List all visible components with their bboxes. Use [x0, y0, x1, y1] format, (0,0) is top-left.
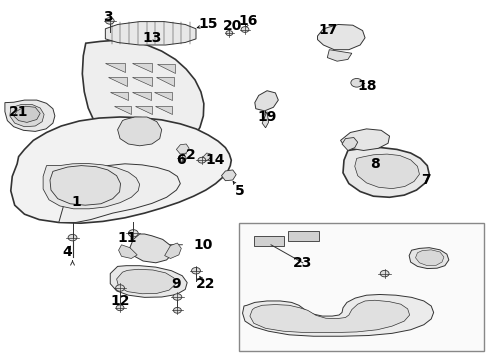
Circle shape	[178, 156, 186, 161]
PathPatch shape	[82, 40, 204, 158]
Text: 19: 19	[258, 111, 277, 124]
PathPatch shape	[154, 92, 172, 100]
PathPatch shape	[110, 92, 128, 100]
Circle shape	[351, 78, 363, 87]
PathPatch shape	[43, 163, 140, 209]
Circle shape	[68, 234, 77, 241]
PathPatch shape	[135, 106, 152, 114]
PathPatch shape	[157, 64, 175, 73]
PathPatch shape	[117, 269, 175, 294]
PathPatch shape	[343, 148, 429, 197]
PathPatch shape	[327, 50, 352, 61]
Circle shape	[116, 305, 124, 311]
PathPatch shape	[105, 63, 125, 72]
PathPatch shape	[165, 243, 181, 258]
Text: 7: 7	[421, 173, 431, 187]
Circle shape	[241, 27, 249, 32]
Circle shape	[128, 230, 138, 237]
PathPatch shape	[250, 300, 410, 333]
Text: 15: 15	[198, 18, 218, 31]
Circle shape	[173, 294, 182, 300]
PathPatch shape	[105, 22, 196, 45]
Text: 17: 17	[318, 23, 338, 36]
PathPatch shape	[132, 77, 152, 86]
PathPatch shape	[132, 63, 152, 72]
PathPatch shape	[262, 112, 269, 128]
Text: 21: 21	[9, 105, 28, 118]
Circle shape	[116, 285, 124, 291]
Text: 18: 18	[358, 79, 377, 93]
Polygon shape	[14, 106, 40, 122]
Circle shape	[173, 307, 181, 313]
PathPatch shape	[155, 106, 172, 114]
Text: 11: 11	[118, 231, 137, 244]
Text: 13: 13	[142, 31, 162, 45]
PathPatch shape	[114, 106, 131, 114]
PathPatch shape	[130, 234, 172, 263]
PathPatch shape	[176, 144, 189, 154]
Text: 10: 10	[194, 238, 213, 252]
PathPatch shape	[156, 77, 174, 86]
Text: 8: 8	[370, 157, 380, 171]
PathPatch shape	[318, 24, 365, 50]
PathPatch shape	[342, 138, 358, 150]
Circle shape	[192, 267, 200, 274]
Text: 16: 16	[239, 14, 258, 28]
PathPatch shape	[118, 117, 162, 146]
PathPatch shape	[108, 77, 127, 86]
PathPatch shape	[243, 294, 434, 336]
PathPatch shape	[355, 154, 419, 189]
PathPatch shape	[10, 104, 44, 127]
Circle shape	[226, 31, 233, 36]
Text: 23: 23	[293, 256, 312, 270]
PathPatch shape	[50, 166, 121, 205]
Text: 4: 4	[63, 245, 73, 259]
Text: 12: 12	[110, 294, 130, 307]
Text: 6: 6	[176, 153, 186, 167]
PathPatch shape	[341, 129, 390, 150]
PathPatch shape	[110, 266, 187, 297]
PathPatch shape	[409, 248, 449, 269]
FancyBboxPatch shape	[288, 231, 319, 241]
FancyBboxPatch shape	[239, 223, 484, 351]
Text: 9: 9	[172, 278, 181, 291]
Text: 2: 2	[186, 148, 196, 162]
PathPatch shape	[203, 153, 211, 161]
Circle shape	[380, 270, 389, 277]
PathPatch shape	[11, 117, 231, 223]
Text: 14: 14	[206, 153, 225, 167]
PathPatch shape	[5, 100, 55, 131]
Text: 1: 1	[71, 195, 81, 208]
PathPatch shape	[59, 164, 180, 222]
Circle shape	[198, 157, 206, 163]
Circle shape	[105, 18, 114, 24]
FancyBboxPatch shape	[254, 236, 284, 246]
PathPatch shape	[255, 91, 278, 111]
Text: 20: 20	[223, 19, 243, 33]
PathPatch shape	[132, 92, 151, 100]
PathPatch shape	[416, 250, 444, 266]
Text: 3: 3	[103, 10, 113, 24]
Text: 22: 22	[196, 278, 216, 291]
Text: 5: 5	[235, 184, 245, 198]
PathPatch shape	[119, 245, 137, 258]
PathPatch shape	[221, 170, 236, 181]
